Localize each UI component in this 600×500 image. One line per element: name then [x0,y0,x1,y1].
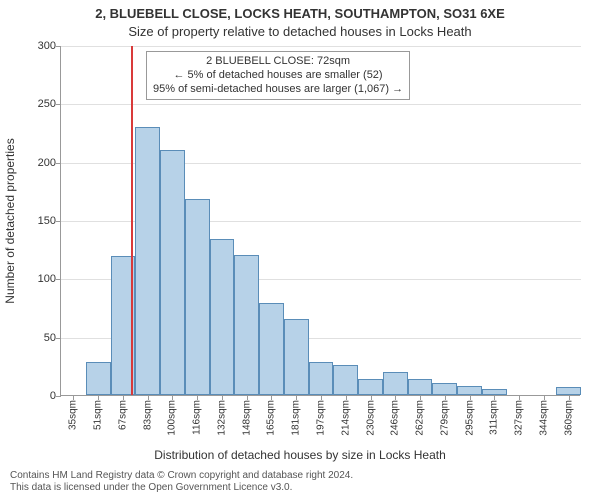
xtick-label: 116sqm [192,400,203,435]
xtick-label: 262sqm [415,400,426,436]
chart-title-address: 2, BLUEBELL CLOSE, LOCKS HEATH, SOUTHAMP… [0,6,600,21]
histogram-bar [408,379,433,395]
xtick-label: 51sqm [93,400,104,430]
histogram-bar [86,362,111,395]
histogram-bar [309,362,334,395]
histogram-bar [210,239,235,395]
xtick-label: 35sqm [68,400,79,430]
xtick-label: 214sqm [340,400,351,436]
xtick-label: 100sqm [167,400,178,436]
ytick-label: 50 [26,332,56,344]
chart-container: 2, BLUEBELL CLOSE, LOCKS HEATH, SOUTHAMP… [0,0,600,500]
xtick-label: 165sqm [266,400,277,436]
xtick-label: 279sqm [439,400,450,436]
ytick-label: 250 [26,98,56,110]
y-axis-label: Number of detached properties [3,138,17,303]
histogram-bar [333,365,358,395]
xtick-label: 327sqm [514,400,525,436]
ytick-label: 300 [26,40,56,52]
xtick-label: 197sqm [316,400,327,436]
attribution-text: Contains HM Land Registry data © Crown c… [10,470,353,494]
xtick-label: 181sqm [291,400,302,436]
histogram-bar [259,303,284,395]
ytick-mark [56,279,61,280]
attribution-line1: Contains HM Land Registry data © Crown c… [10,470,353,482]
xtick-label: 360sqm [563,400,574,436]
property-marker-line [131,46,133,395]
xtick-label: 311sqm [489,400,500,435]
ytick-mark [56,104,61,105]
xtick-label: 230sqm [365,400,376,436]
histogram-bar [234,255,259,395]
xtick-label: 246sqm [390,400,401,436]
ytick-label: 200 [26,157,56,169]
xtick-label: 344sqm [538,400,549,436]
xtick-label: 83sqm [142,400,153,430]
histogram-bar [284,319,309,395]
annotation-line: 95% of semi-detached houses are larger (… [153,83,403,97]
xtick-label: 148sqm [241,400,252,436]
histogram-bar [432,383,457,395]
ytick-mark [56,221,61,222]
histogram-bar [556,387,581,395]
histogram-bar [135,127,160,395]
histogram-bar [358,379,383,395]
annotation-line: ← 5% of detached houses are smaller (52) [153,69,403,83]
ytick-mark [56,338,61,339]
histogram-bar [457,386,482,395]
ytick-label: 0 [26,390,56,402]
chart-subtitle: Size of property relative to detached ho… [0,24,600,39]
ytick-label: 150 [26,215,56,227]
ytick-mark [56,163,61,164]
xtick-label: 295sqm [464,400,475,436]
xtick-label: 67sqm [117,400,128,430]
histogram-bar [185,199,210,395]
x-axis-label: Distribution of detached houses by size … [0,448,600,462]
attribution-line2: This data is licensed under the Open Gov… [10,482,353,494]
histogram-bar [160,150,185,395]
ytick-mark [56,46,61,47]
gridline [61,104,581,105]
ytick-mark [56,396,61,397]
plot-area: 05010015020025030035sqm51sqm67sqm83sqm10… [60,46,580,396]
histogram-bar [383,372,408,395]
xtick-label: 132sqm [216,400,227,436]
annotation-line: 2 BLUEBELL CLOSE: 72sqm [153,55,403,69]
annotation-box: 2 BLUEBELL CLOSE: 72sqm← 5% of detached … [146,51,410,100]
ytick-label: 100 [26,273,56,285]
gridline [61,46,581,47]
